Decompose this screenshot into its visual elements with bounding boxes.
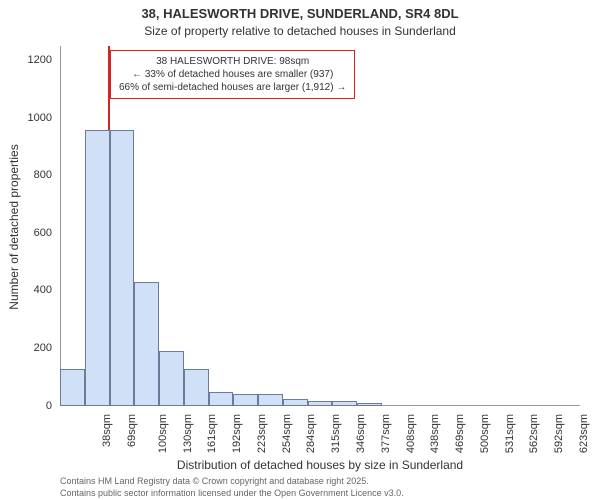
x-tick-label: 438sqm — [429, 414, 441, 453]
x-tick-label: 161sqm — [207, 414, 219, 453]
x-tick-label: 562sqm — [528, 414, 540, 453]
x-tick-label: 623sqm — [578, 414, 590, 453]
page-subtitle: Size of property relative to detached ho… — [0, 24, 600, 38]
credit-line-1: Contains HM Land Registry data © Crown c… — [60, 476, 369, 486]
y-axis-label: Number of detached properties — [7, 47, 21, 407]
bar — [60, 369, 85, 406]
x-tick-label: 346sqm — [355, 414, 367, 453]
x-tick-label: 284sqm — [306, 414, 318, 453]
x-tick-label: 592sqm — [553, 414, 565, 453]
bar — [85, 130, 110, 406]
bar — [110, 130, 135, 406]
bar — [258, 394, 283, 406]
bar — [332, 401, 357, 406]
callout-line-1: 38 HALESWORTH DRIVE: 98sqm — [119, 55, 346, 68]
y-tick-label: 200 — [34, 342, 52, 354]
bar — [159, 351, 184, 406]
x-tick-label: 531sqm — [504, 414, 516, 453]
bar — [184, 369, 209, 406]
x-tick-label: 254sqm — [281, 414, 293, 453]
x-tick-label: 69sqm — [126, 414, 138, 447]
y-tick-label: 800 — [34, 169, 52, 181]
x-tick-label: 130sqm — [182, 414, 194, 453]
x-axis-label: Distribution of detached houses by size … — [60, 458, 580, 472]
bar — [209, 392, 234, 406]
x-tick-label: 500sqm — [479, 414, 491, 453]
x-tick-label: 469sqm — [454, 414, 466, 453]
y-tick-label: 600 — [34, 227, 52, 239]
chart-plot-area — [60, 46, 580, 406]
y-tick-label: 1200 — [28, 54, 52, 66]
credit-line-2: Contains public sector information licen… — [60, 488, 404, 498]
x-tick-label: 408sqm — [405, 414, 417, 453]
x-tick-label: 38sqm — [101, 414, 113, 447]
x-tick-label: 100sqm — [157, 414, 169, 453]
bar — [357, 403, 382, 406]
callout-box: 38 HALESWORTH DRIVE: 98sqm ← 33% of deta… — [110, 50, 355, 99]
callout-line-3: 66% of semi-detached houses are larger (… — [119, 81, 346, 94]
y-tick-label: 1000 — [28, 112, 52, 124]
bar — [283, 399, 308, 406]
callout-line-2: ← 33% of detached houses are smaller (93… — [119, 68, 346, 81]
x-tick-label: 223sqm — [256, 414, 268, 453]
bar — [233, 394, 258, 406]
y-tick-label: 400 — [34, 284, 52, 296]
x-tick-label: 192sqm — [231, 414, 243, 453]
y-tick-label: 0 — [46, 400, 52, 412]
page-title: 38, HALESWORTH DRIVE, SUNDERLAND, SR4 8D… — [0, 6, 600, 21]
x-tick-label: 315sqm — [330, 414, 342, 453]
x-tick-label: 377sqm — [380, 414, 392, 453]
bar — [134, 282, 159, 406]
bar — [308, 401, 333, 406]
